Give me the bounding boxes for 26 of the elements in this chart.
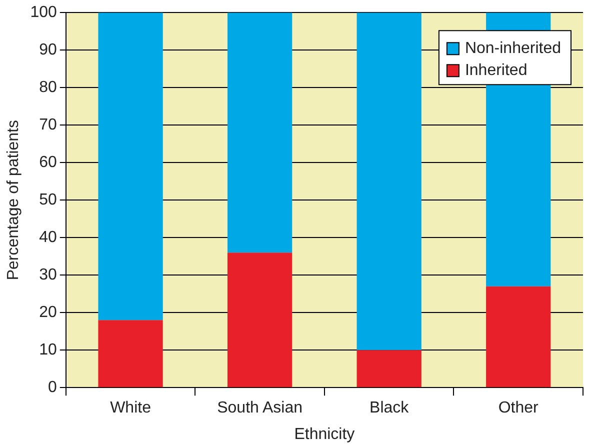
y-tick-label: 20	[39, 304, 57, 322]
bar	[227, 252, 292, 388]
x-tick-label: Black	[370, 400, 410, 417]
y-tick-label: 80	[39, 79, 57, 96]
y-tick-label: 100	[30, 4, 57, 22]
bar	[227, 12, 292, 253]
bar	[356, 12, 422, 350]
y-tick-label: 30	[39, 266, 57, 284]
y-tick-label: 50	[39, 192, 57, 209]
x-tick-label: Other	[498, 400, 540, 417]
bar	[486, 286, 551, 388]
y-tick-label: 0	[48, 379, 57, 396]
legend-label: Non-inherited	[464, 40, 562, 58]
x-tick-label: South Asian	[217, 400, 303, 417]
y-axis-title: Percentage of patients	[5, 120, 22, 280]
bar	[98, 320, 163, 388]
legend-label: Inherited	[464, 62, 528, 80]
y-tick-label: 60	[39, 154, 57, 172]
y-tick-label: 40	[39, 229, 57, 246]
y-tick-label: 90	[39, 42, 57, 59]
x-tick-label: White	[110, 400, 152, 417]
x-axis-title: Ethnicity	[294, 426, 355, 443]
y-tick-label: 10	[39, 342, 57, 359]
bar	[98, 12, 163, 320]
bar	[356, 350, 422, 388]
y-tick-label: 70	[39, 116, 57, 134]
